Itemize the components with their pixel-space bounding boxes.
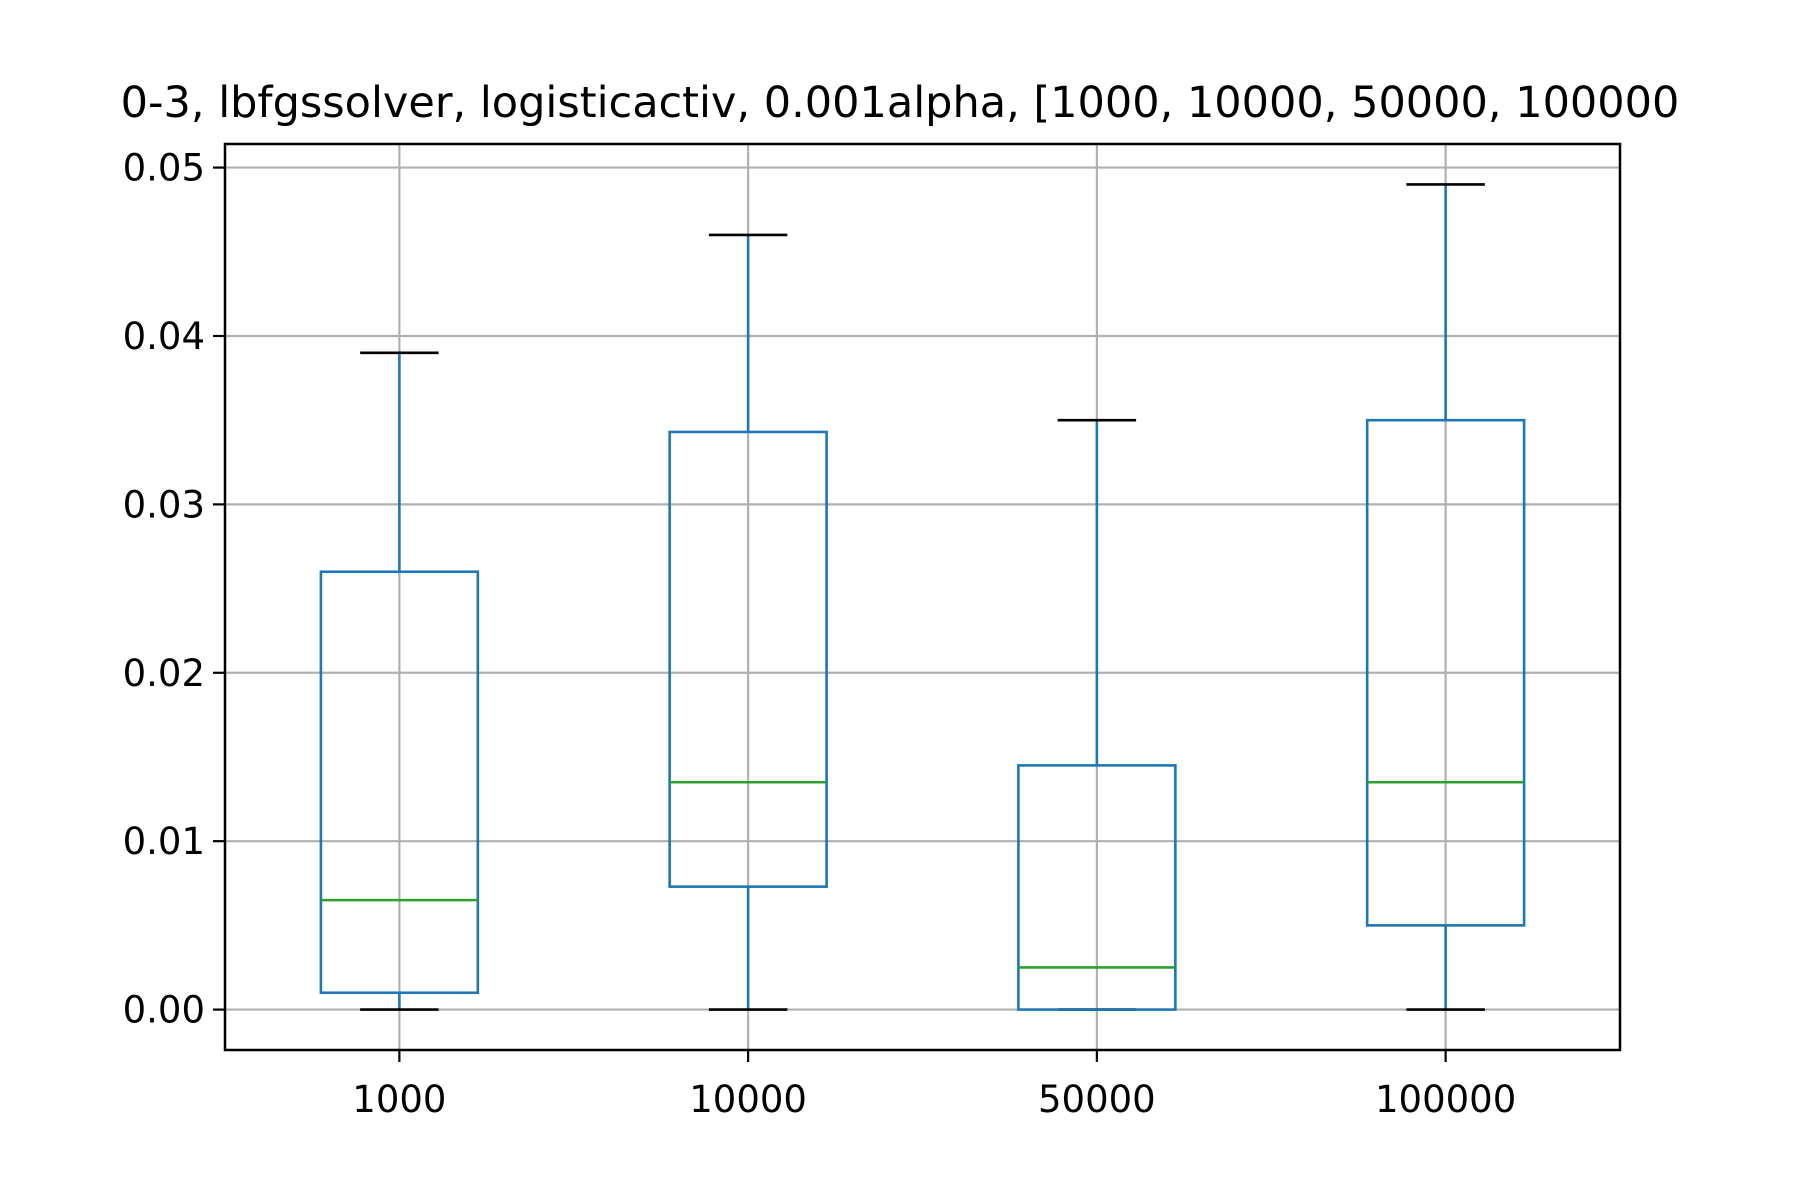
y-tick-label: 0.05 — [123, 147, 205, 190]
iqr-box — [1017, 764, 1177, 1011]
y-tick-label: 0.03 — [123, 483, 205, 526]
x-tick-label: 10000 — [689, 1078, 807, 1121]
x-tick-label: 1000 — [352, 1078, 446, 1121]
x-tick-label: 50000 — [1038, 1078, 1156, 1121]
x-tick-label: 100000 — [1375, 1078, 1516, 1121]
axis-ticks: 0.00 0.01 0.02 0.03 0.04 0.05 1000 10000 50000 10… — [123, 147, 1517, 1121]
y-tick-label: 0.00 — [123, 989, 205, 1032]
chart-title: 0-3, lbfgssolver, logisticactiv, 0.001al… — [121, 78, 1680, 128]
box-series — [319, 183, 1526, 1011]
box-100000 — [1365, 183, 1526, 1011]
iqr-box — [319, 570, 480, 995]
box-10000 — [668, 233, 828, 1011]
y-tick-label: 0.04 — [123, 315, 205, 358]
iqr-box — [668, 430, 828, 888]
y-tick-label: 0.02 — [123, 652, 205, 695]
box-50000 — [1017, 418, 1177, 1011]
iqr-box — [1365, 418, 1526, 927]
y-tick-label: 0.01 — [123, 820, 205, 863]
grid-lines — [225, 144, 1620, 1050]
box-1000 — [319, 351, 480, 1011]
plot-area-frame — [223, 142, 1622, 1052]
